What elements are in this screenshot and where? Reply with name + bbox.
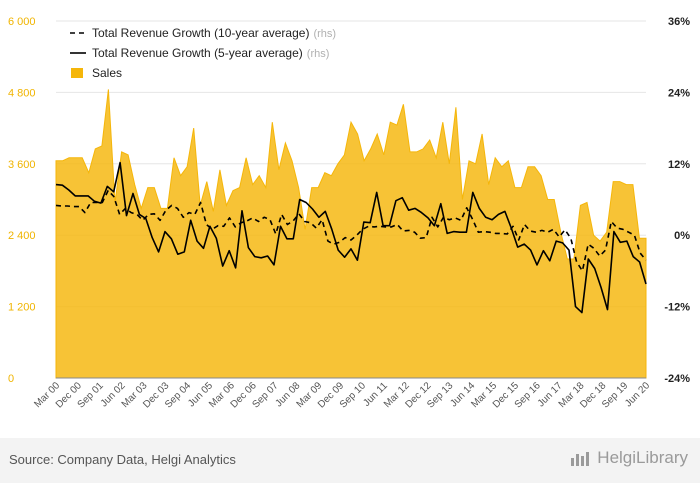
left-tick-label: 3 600 xyxy=(8,159,36,171)
footer: Source: Company Data, Helgi Analytics He… xyxy=(0,438,700,483)
right-tick-label: 12% xyxy=(668,159,690,171)
legend-swatch-area xyxy=(71,68,83,78)
right-tick-label: -12% xyxy=(664,302,690,314)
growth-5y-line xyxy=(55,161,647,314)
growth-10y-line xyxy=(55,189,647,272)
brand-name: HelgiLibrary xyxy=(597,448,688,467)
legend-rhs-suffix: (rhs) xyxy=(307,48,330,60)
growth-lines-layer xyxy=(55,161,647,314)
right-tick-label: -24% xyxy=(664,373,690,385)
left-tick-label: 1 200 xyxy=(8,302,36,314)
left-tick-label: 6 000 xyxy=(8,16,36,28)
legend-label: Total Revenue Growth (10-year average) (r… xyxy=(92,26,336,40)
brand: HelgiLibrary xyxy=(570,448,688,468)
right-tick-label: 24% xyxy=(668,87,690,99)
source-text: Source: Company Data, Helgi Analytics xyxy=(9,452,236,467)
revenue-sales-chart: 6 000 4 800 3 600 2 400 1 200 0 36% 24% 12% 0% -1… xyxy=(8,16,690,411)
left-tick-label: 4 800 xyxy=(8,87,36,99)
legend-label: Total Revenue Growth (5-year average) (rh… xyxy=(92,46,329,60)
legend-label: Sales xyxy=(92,66,122,80)
x-tick-label: Jun 20 xyxy=(623,380,652,409)
sales-area xyxy=(55,89,647,379)
left-tick-label: 2 400 xyxy=(8,230,36,242)
library-logo-icon xyxy=(571,452,590,466)
left-axis: 6 000 4 800 3 600 2 400 1 200 0 xyxy=(8,16,36,385)
left-tick-label: 0 xyxy=(8,373,14,385)
sales-area-layer xyxy=(55,89,647,379)
legend: Total Revenue Growth (10-year average) (r… xyxy=(70,26,336,80)
legend-rhs-suffix: (rhs) xyxy=(313,28,336,40)
right-tick-label: 0% xyxy=(674,230,690,242)
right-axis: 36% 24% 12% 0% -12% -24% xyxy=(664,16,690,385)
right-tick-label: 36% xyxy=(668,16,690,28)
